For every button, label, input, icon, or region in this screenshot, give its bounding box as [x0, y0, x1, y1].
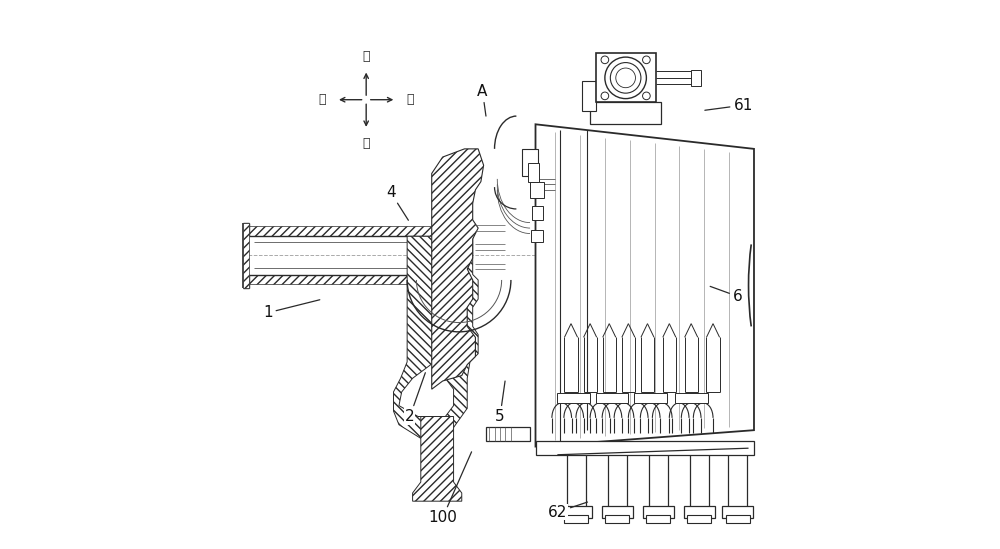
Circle shape: [601, 92, 609, 100]
Bar: [536, 441, 754, 455]
Circle shape: [643, 92, 650, 100]
Text: 左: 左: [319, 93, 326, 106]
Text: 62: 62: [548, 502, 587, 519]
Bar: [532, 206, 543, 220]
Bar: [486, 428, 530, 441]
Bar: [602, 506, 633, 518]
Bar: [561, 506, 592, 518]
Polygon shape: [393, 236, 478, 438]
Bar: [691, 70, 701, 86]
Bar: [557, 393, 590, 403]
Polygon shape: [432, 149, 484, 389]
Bar: [596, 393, 628, 403]
Bar: [530, 182, 544, 198]
Circle shape: [643, 56, 650, 64]
Bar: [596, 53, 656, 103]
Bar: [564, 516, 588, 523]
Polygon shape: [243, 222, 249, 288]
Bar: [582, 81, 596, 111]
Bar: [646, 516, 670, 523]
Text: 上: 上: [362, 49, 370, 63]
Bar: [675, 393, 708, 403]
Circle shape: [610, 63, 641, 93]
Text: 100: 100: [428, 452, 472, 525]
Polygon shape: [249, 274, 440, 284]
Bar: [643, 506, 674, 518]
Bar: [726, 516, 750, 523]
Bar: [590, 103, 661, 124]
Circle shape: [605, 57, 646, 99]
Circle shape: [616, 68, 635, 88]
Circle shape: [601, 56, 609, 64]
Bar: [531, 229, 543, 242]
Text: 2: 2: [405, 373, 425, 424]
Bar: [605, 516, 629, 523]
Text: 4: 4: [386, 185, 408, 220]
Bar: [687, 516, 711, 523]
Text: 右: 右: [406, 93, 414, 106]
Text: 下: 下: [362, 137, 370, 150]
Text: 6: 6: [710, 287, 742, 304]
Text: 61: 61: [705, 98, 753, 113]
Bar: [722, 506, 753, 518]
Bar: [684, 506, 715, 518]
Bar: [528, 163, 539, 182]
Polygon shape: [536, 124, 754, 446]
Polygon shape: [413, 417, 462, 501]
Polygon shape: [249, 226, 440, 236]
Bar: [522, 149, 538, 176]
Text: A: A: [477, 84, 488, 116]
Text: 5: 5: [495, 381, 505, 424]
Text: 1: 1: [263, 300, 320, 320]
Bar: [634, 393, 667, 403]
